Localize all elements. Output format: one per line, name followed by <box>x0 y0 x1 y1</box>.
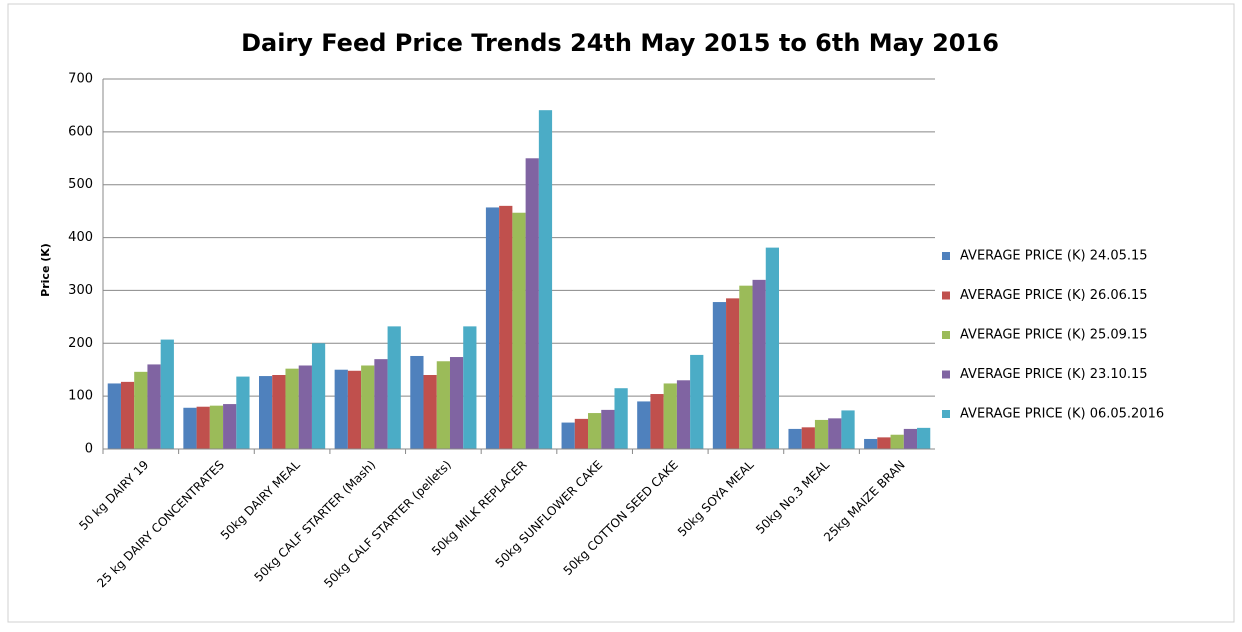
bar <box>614 388 628 449</box>
bar <box>538 110 553 449</box>
bar <box>311 343 326 449</box>
x-tick-label: 50 kg DAIRY 19 <box>76 458 151 533</box>
bar <box>361 365 375 449</box>
chart-title: Dairy Feed Price Trends 24th May 2015 to… <box>241 29 999 57</box>
y-tick-label: 300 <box>68 283 93 298</box>
x-tick-label: 50kg SOYA MEAL <box>675 457 757 539</box>
bar <box>272 375 286 449</box>
bar <box>436 361 450 449</box>
bar <box>877 437 891 449</box>
legend-label: AVERAGE PRICE (K) 24.05.15 <box>960 249 1148 264</box>
y-tick-label: 200 <box>68 336 93 351</box>
bar <box>259 376 273 449</box>
bar <box>801 427 815 449</box>
legend-label: AVERAGE PRICE (K) 25.09.15 <box>960 328 1148 343</box>
legend-label: AVERAGE PRICE (K) 26.06.15 <box>960 288 1148 303</box>
y-tick-label: 100 <box>68 389 93 404</box>
legend-label: AVERAGE PRICE (K) 06.05.2016 <box>960 407 1164 422</box>
x-tick-label: 50kg CALF STARTER (Mash) <box>252 458 379 585</box>
bar <box>347 370 362 449</box>
bar <box>814 419 829 449</box>
y-tick-label: 400 <box>68 230 93 245</box>
bar <box>726 298 740 449</box>
bar <box>890 434 904 449</box>
bar <box>387 326 401 449</box>
bar <box>196 406 210 449</box>
bar <box>739 285 753 449</box>
bar <box>160 339 174 449</box>
bar <box>236 376 250 449</box>
bar <box>334 369 348 449</box>
bar <box>499 205 513 449</box>
bar <box>525 158 539 450</box>
bar <box>765 247 779 449</box>
bar <box>134 371 148 449</box>
x-tick-label: 50kg DAIRY MEAL <box>218 457 303 542</box>
x-tick-label: 50kg CALF STARTER (pellets) <box>321 458 454 591</box>
bar <box>298 365 312 449</box>
bar <box>588 413 602 449</box>
bar <box>209 405 224 449</box>
bar <box>223 404 237 449</box>
legend-swatch <box>942 291 950 300</box>
y-tick-label: 600 <box>68 124 93 139</box>
bar <box>423 375 437 449</box>
bar <box>864 438 878 449</box>
y-tick-label: 0 <box>85 442 93 457</box>
bar <box>917 427 931 449</box>
bar <box>663 383 677 449</box>
legend-swatch <box>942 331 950 339</box>
x-tick-label: 50kg No.3 MEAL <box>753 457 832 536</box>
bar <box>561 422 575 449</box>
bar <box>120 381 135 449</box>
legend-label: AVERAGE PRICE (K) 23.10.15 <box>960 367 1148 382</box>
bar <box>903 428 918 449</box>
bar <box>463 326 477 449</box>
bar <box>374 359 388 449</box>
bar <box>449 357 464 449</box>
bar <box>485 207 500 449</box>
bar <box>107 383 121 449</box>
bar <box>410 355 424 449</box>
x-tick-label: 25kg MAIZE BRAN <box>821 458 908 545</box>
bar <box>712 302 727 449</box>
bar <box>512 212 526 449</box>
bar <box>788 428 802 449</box>
legend-swatch <box>942 370 950 379</box>
bar <box>601 409 615 449</box>
x-tick-label: 25 kg DAIRY CONCENTRATES <box>94 458 227 591</box>
bar <box>574 418 589 449</box>
y-tick-label: 700 <box>68 72 93 87</box>
y-tick-label: 500 <box>68 177 93 192</box>
legend-swatch <box>942 252 950 260</box>
bar <box>828 418 842 449</box>
bar <box>690 354 704 449</box>
bar <box>752 279 766 449</box>
bar <box>841 410 855 449</box>
bar <box>285 368 299 449</box>
bar <box>147 364 161 449</box>
bar <box>650 394 664 449</box>
chart-border <box>7 3 1235 623</box>
y-axis-label: Price (K) <box>39 243 52 297</box>
bar <box>637 401 651 449</box>
bar <box>183 407 197 449</box>
bar <box>676 380 691 449</box>
legend-swatch <box>942 410 950 418</box>
